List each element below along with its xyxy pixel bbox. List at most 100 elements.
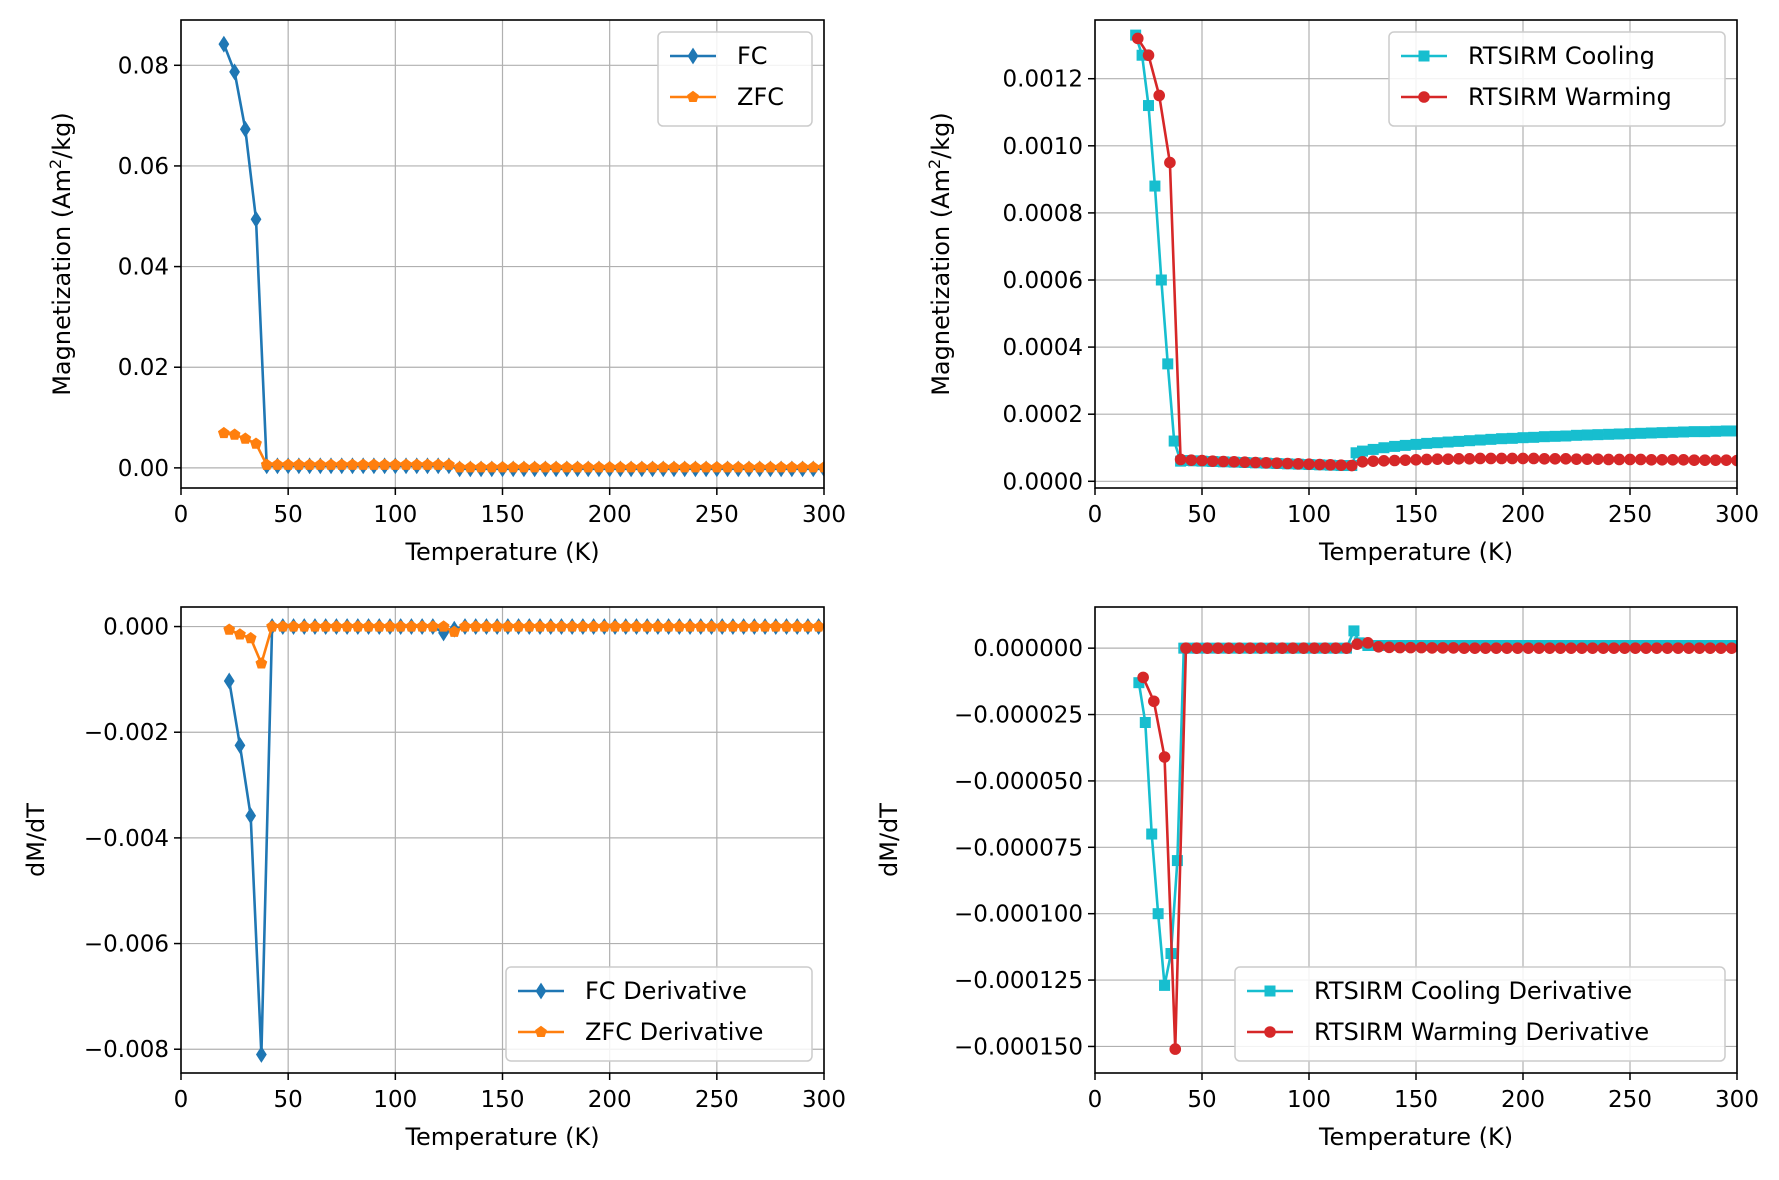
x-axis-label: Temperature (K) [1318, 1123, 1513, 1151]
legend-marker [1418, 50, 1430, 62]
data-point [1629, 642, 1642, 654]
data-point [475, 461, 487, 473]
data-point [780, 620, 793, 632]
x-tick-label: 100 [1287, 1087, 1331, 1113]
data-point [1597, 642, 1610, 654]
y-tick-label: 0.0010 [1003, 134, 1083, 160]
data-point [362, 620, 375, 632]
data-point [255, 1046, 267, 1063]
data-point [1581, 429, 1593, 441]
data-point [673, 620, 686, 632]
data-point [426, 620, 439, 632]
x-axis-label: Temperature (K) [1318, 538, 1513, 566]
data-point [389, 458, 402, 470]
data-point [1351, 638, 1363, 650]
x-tick-label: 250 [1608, 502, 1652, 528]
data-point [1496, 433, 1508, 445]
plot-area [217, 35, 824, 478]
data-point [1276, 642, 1289, 654]
data-point [1132, 32, 1144, 45]
y-tick-label: −0.006 [84, 932, 169, 958]
y-tick-label: −0.000050 [954, 769, 1083, 795]
data-point [1522, 642, 1535, 654]
data-point [582, 461, 595, 473]
data-point [1228, 456, 1240, 468]
data-point [1725, 642, 1737, 654]
y-axis-label: Magnetization (Am2/kg) [46, 112, 76, 396]
data-point [1517, 432, 1529, 444]
data-point [1367, 455, 1379, 467]
data-point [732, 461, 745, 473]
data-point [1410, 438, 1422, 450]
data-point [1667, 454, 1679, 466]
data-point [1447, 642, 1460, 654]
data-point [1453, 435, 1465, 447]
data-point [453, 461, 466, 473]
legend-item: RTSIRM Warming [1401, 83, 1672, 111]
data-point [432, 458, 445, 470]
data-point [1378, 455, 1390, 467]
data-point [1672, 642, 1684, 654]
data-point [1699, 454, 1711, 466]
data-point [319, 620, 332, 632]
data-point [1565, 642, 1577, 654]
x-tick-label: 50 [1187, 502, 1216, 528]
data-point [1421, 437, 1433, 449]
data-point [1640, 642, 1652, 654]
legend-marker [1418, 91, 1430, 103]
data-point [1292, 458, 1305, 470]
y-tick-label: −0.000075 [954, 835, 1083, 861]
data-point [1346, 459, 1358, 472]
data-point [1511, 642, 1524, 654]
data-point [298, 620, 311, 632]
data-point [1404, 641, 1417, 654]
data-point [1458, 642, 1470, 654]
x-tick-label: 150 [481, 1087, 525, 1113]
data-point [550, 461, 562, 473]
data-point [1383, 641, 1396, 654]
x-tick-label: 200 [1501, 502, 1545, 528]
y-tick-label: −0.004 [84, 826, 169, 852]
data-point [239, 120, 251, 138]
legend-label: FC [737, 42, 768, 70]
legend-item: ZFC Derivative [518, 1018, 763, 1046]
legend-marker [1264, 985, 1276, 997]
y-axis-label: dM/dT [875, 803, 903, 877]
data-point [721, 461, 734, 473]
data-point [1239, 456, 1251, 468]
data-point [234, 736, 246, 754]
data-point [1602, 453, 1615, 466]
data-point [512, 620, 525, 632]
y-tick-label: 0.04 [118, 255, 169, 281]
y-axis-label: dM/dT [22, 803, 50, 877]
data-point [1464, 435, 1475, 447]
data-point [678, 461, 691, 473]
x-axis-label: Temperature (K) [404, 538, 599, 566]
data-point [1442, 436, 1454, 448]
data-point [351, 620, 364, 632]
x-tick-label: 300 [802, 1087, 846, 1113]
data-point [1348, 625, 1360, 637]
data-point [1313, 458, 1326, 471]
data-point [1709, 454, 1722, 466]
data-point [807, 461, 820, 473]
legend-item: RTSIRM Cooling [1401, 42, 1655, 70]
data-point [1667, 426, 1679, 438]
data-point [598, 620, 611, 632]
series-rtsirm-cooling-derivative [1133, 625, 1737, 991]
y-tick-label: 0.0008 [1003, 201, 1083, 227]
data-point [1554, 642, 1567, 654]
data-point [1485, 433, 1497, 445]
data-point [1206, 455, 1219, 467]
data-point [1656, 454, 1668, 466]
data-point [1560, 453, 1572, 465]
chart-4: 0 50 100 150 200 250 300 −0.000150 −0.000125 −0.0… [875, 606, 1759, 1151]
data-point [544, 620, 557, 632]
series-rtsirm-warming-derivative [1137, 637, 1737, 1055]
x-tick-label: 150 [1394, 1087, 1438, 1113]
data-point [1426, 642, 1438, 654]
data-point [1635, 427, 1647, 439]
data-point [1169, 1043, 1182, 1055]
data-point [587, 620, 600, 632]
